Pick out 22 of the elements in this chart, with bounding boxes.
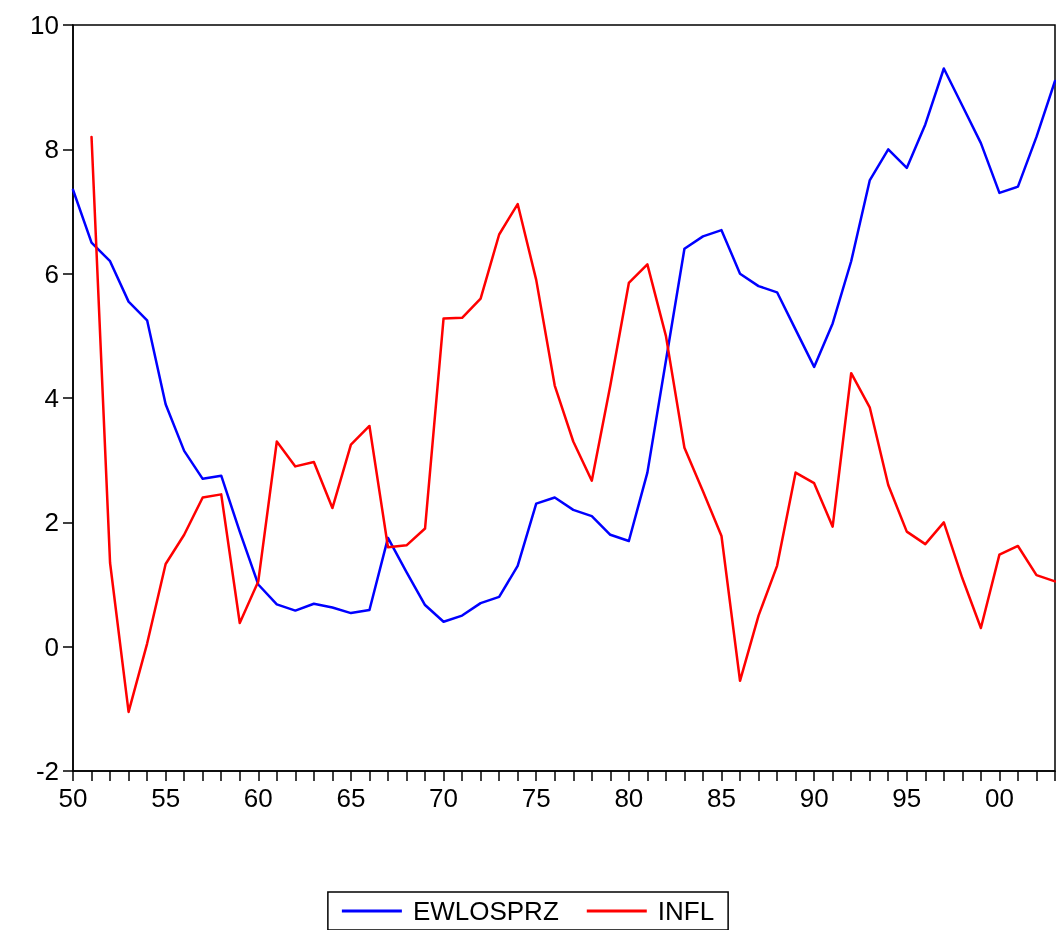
y-tick-label: 8 (44, 134, 59, 165)
x-tick-label: 00 (984, 783, 1014, 813)
x-tick-label: 60 (243, 783, 273, 813)
legend-label: EWLOSPRZ (412, 896, 559, 926)
x-tick-label: 55 (151, 783, 181, 813)
x-tick-label: 85 (707, 783, 736, 813)
x-tick-label: 75 (521, 783, 551, 813)
x-tick-label: 90 (799, 783, 829, 813)
y-tick-label: 6 (44, 258, 59, 289)
x-tick-label: 80 (614, 783, 644, 813)
y-tick-label: -2 (35, 756, 59, 786)
legend-label: INFL (657, 896, 715, 926)
x-tick-label: 95 (892, 783, 922, 813)
y-tick-label: 4 (44, 383, 59, 413)
y-tick-label: 10 (30, 10, 59, 40)
x-tick-label: 65 (336, 783, 366, 813)
line-series (90, 135, 1056, 714)
line-series (71, 67, 1056, 624)
y-tick-label: 2 (44, 507, 59, 538)
y-tick-label: 0 (44, 631, 59, 662)
x-tick-label: 70 (429, 783, 459, 813)
x-tick-label: 50 (58, 783, 88, 813)
